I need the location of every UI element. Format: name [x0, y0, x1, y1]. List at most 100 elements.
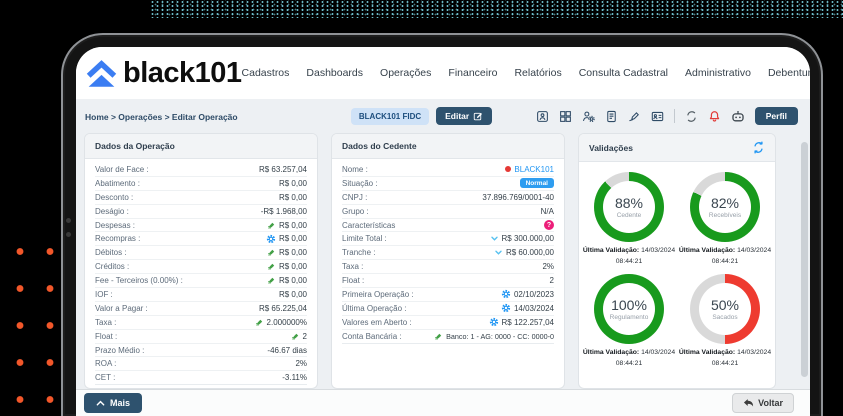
- field-value: R$ 122.257,04: [489, 317, 554, 327]
- brand-logo[interactable]: black101: [85, 57, 242, 90]
- field-label: Primeira Operação :: [342, 289, 414, 299]
- back-button[interactable]: Voltar: [732, 393, 794, 413]
- panel-header: Validações: [579, 134, 775, 162]
- document-icon[interactable]: [605, 110, 618, 123]
- help-icon[interactable]: ?: [544, 220, 554, 230]
- nav-item-dashboards[interactable]: Dashboards: [306, 67, 364, 79]
- edit-value-icon[interactable]: [267, 276, 276, 285]
- field-value: R$ 0,00: [278, 192, 307, 202]
- last-validation: Última Validação: 14/03/2024 08:44:21: [582, 349, 676, 367]
- field-label: Grupo :: [342, 206, 369, 216]
- table-row: Float : 2: [95, 330, 307, 344]
- edit-value-icon[interactable]: [267, 248, 276, 257]
- donut-chart: 88% Cedente: [594, 172, 664, 242]
- table-row: Última Operação : 14/03/2024: [342, 302, 554, 316]
- field-label: Limite Total :: [342, 234, 387, 244]
- field-value: 2%: [542, 262, 554, 272]
- more-button[interactable]: Mais: [84, 393, 143, 413]
- nav-item-relatorios[interactable]: Relatórios: [514, 67, 562, 79]
- toolbar: Home > Operações > Editar Operação BLACK…: [76, 99, 810, 133]
- nav-item-administrativo[interactable]: Administrativo: [685, 67, 751, 79]
- field-label: Recompras :: [95, 234, 141, 244]
- edit-value-icon[interactable]: [291, 332, 300, 341]
- field-label: Taxa :: [95, 317, 117, 327]
- field-value: R$ 0,00: [267, 248, 307, 257]
- panel-title: Dados da Operação: [85, 134, 317, 159]
- nav-item-consulta-cadastral[interactable]: Consulta Cadastral: [578, 67, 669, 79]
- field-label: Fee - Terceiros (0.00%) :: [95, 276, 183, 286]
- fund-badge[interactable]: BLACK101 FIDC: [350, 107, 430, 125]
- gauge-percent: 88%: [614, 195, 644, 211]
- table-row: Primeira Operação : 02/10/2023: [342, 288, 554, 302]
- chevron-down-icon[interactable]: [494, 248, 503, 257]
- field-value: R$ 300.000,00: [490, 234, 554, 243]
- robot-icon[interactable]: [731, 110, 745, 123]
- nav-item-cadastros[interactable]: Cadastros: [241, 67, 290, 79]
- table-row: Prazo Médio : -46.67 dias: [95, 344, 307, 358]
- chevron-down-icon[interactable]: [490, 234, 499, 243]
- user-settings-icon[interactable]: [582, 110, 595, 123]
- gear-icon[interactable]: [266, 234, 276, 244]
- field-label: Créditos :: [95, 262, 130, 272]
- brand-name: black101: [123, 56, 242, 89]
- table-row: Nome : BLACK101: [342, 163, 554, 177]
- field-label: Taxa :: [342, 262, 364, 272]
- panel-dados-operacao: Dados da Operação Valor de Face : R$ 63.2…: [84, 133, 318, 389]
- edit-value-icon[interactable]: [267, 262, 276, 271]
- field-label: Débitos :: [95, 248, 127, 258]
- id-badge-icon[interactable]: [536, 110, 549, 123]
- field-label: Float :: [342, 276, 365, 286]
- field-value: R$ 65.225,04: [258, 303, 307, 313]
- gear-icon[interactable]: [489, 317, 499, 327]
- table-row: CET : -3.11%: [95, 371, 307, 386]
- edit-button[interactable]: Editar: [436, 107, 493, 125]
- cedente-rows: Nome : BLACK101 Situação : Normal CNPJ : 37…: [332, 159, 564, 344]
- gear-icon[interactable]: [501, 303, 511, 313]
- signature-icon[interactable]: [628, 110, 641, 123]
- table-row: Características?: [342, 219, 554, 233]
- apps-grid-icon[interactable]: [559, 110, 572, 123]
- donut-chart: 100% Regulamento: [594, 274, 664, 345]
- field-value: -3.11%: [282, 373, 307, 383]
- cedente-link[interactable]: BLACK101: [514, 164, 554, 174]
- field-value: Banco: 1 - AG: 0000 - CC: 0000-0: [434, 332, 554, 341]
- edit-value-icon[interactable]: [267, 221, 276, 230]
- table-row: Situação : Normal: [342, 177, 554, 191]
- nav-item-debentures[interactable]: Debentures: [767, 67, 810, 79]
- edit-value-icon[interactable]: [434, 332, 443, 341]
- last-validation: Última Validação: 14/03/2024 08:44:21: [678, 349, 772, 367]
- reply-arrow-icon: [743, 398, 754, 408]
- gauge-percent: 50%: [710, 297, 740, 314]
- validation-gauges: 88% Cedente Última Validação: 14/03/2024…: [579, 162, 775, 369]
- field-label: Abatimento :: [95, 178, 140, 188]
- gauge-cedente: 88% Cedente Última Validação: 14/03/2024…: [581, 172, 677, 267]
- main-nav: Cadastros Dashboards Operações Financeir…: [242, 67, 810, 79]
- toolbar-icons: Perfil: [492, 107, 798, 125]
- breadcrumb[interactable]: Home > Operações > Editar Operação: [85, 112, 238, 122]
- field-value: 14/03/2024: [501, 303, 554, 313]
- nav-item-operacoes[interactable]: Operações: [380, 67, 432, 79]
- scrollbar-thumb[interactable]: [801, 142, 808, 377]
- table-row: Float : 2: [342, 274, 554, 289]
- nav-item-financeiro[interactable]: Financeiro: [448, 67, 498, 79]
- table-row: IOF : R$ 0,00: [95, 288, 307, 302]
- profile-button[interactable]: Perfil: [754, 107, 798, 125]
- field-value: R$ 0,00: [267, 221, 307, 230]
- table-row: Taxa : 2.000000%: [95, 316, 307, 330]
- noise-speckles-top: [150, 0, 843, 18]
- table-row: Fee - Terceiros (0.00%) : R$ 0,00: [95, 274, 307, 289]
- gear-icon[interactable]: [501, 289, 511, 299]
- bell-icon[interactable]: [708, 110, 721, 123]
- table-row: CNPJ : 37.896.769/0001-40: [342, 191, 554, 205]
- contact-card-icon[interactable]: [651, 110, 664, 123]
- edit-value-icon[interactable]: [255, 318, 264, 327]
- field-label: Deságio :: [95, 206, 129, 216]
- gauge-recebiveis: 82% Recebíveis Última Validação: 14/03/2…: [677, 172, 773, 267]
- field-value: R$ 63.257,04: [258, 164, 307, 174]
- refresh-validations-icon[interactable]: [752, 141, 765, 154]
- panel-title: Validações: [589, 142, 633, 153]
- bezel-dot: [66, 232, 71, 237]
- field-value: R$ 0,00: [278, 289, 307, 299]
- sync-icon[interactable]: [685, 110, 698, 123]
- table-row: Deságio : -R$ 1.968,00: [95, 205, 307, 219]
